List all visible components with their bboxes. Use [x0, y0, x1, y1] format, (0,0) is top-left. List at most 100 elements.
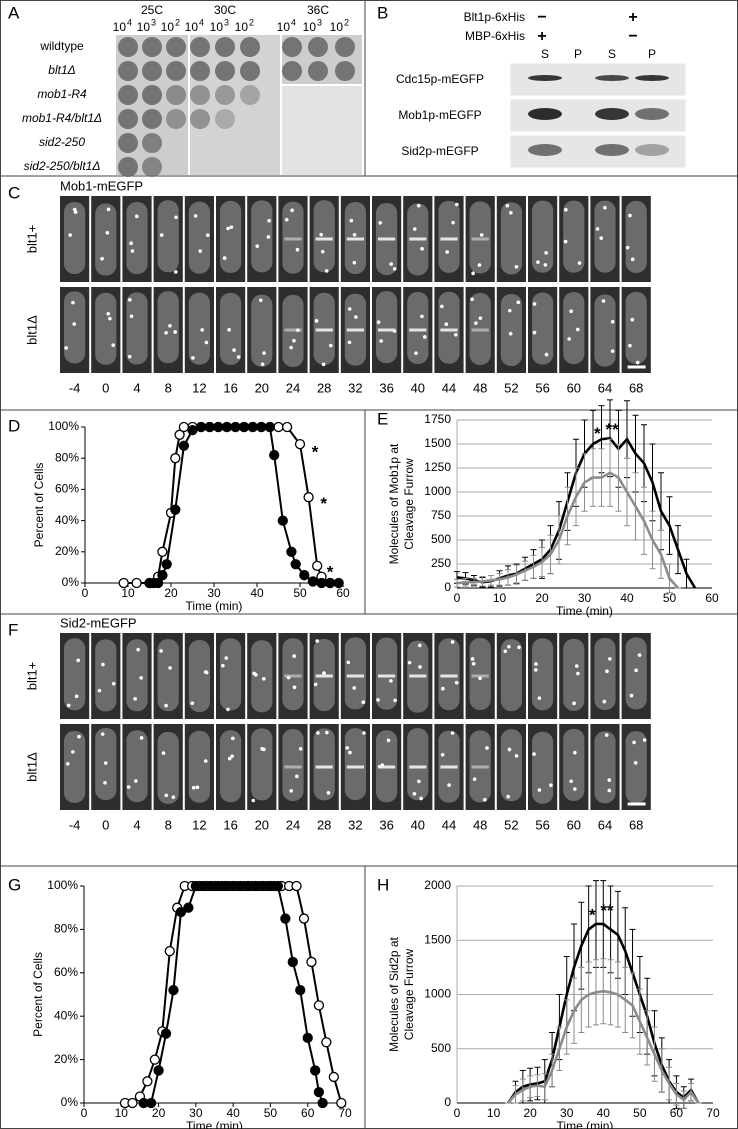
spot — [564, 207, 568, 212]
ring — [440, 328, 458, 332]
spot — [603, 205, 607, 210]
spot — [111, 681, 116, 686]
data-point — [168, 985, 179, 996]
y-tick-label: 20% — [54, 1052, 78, 1066]
blot-band — [595, 108, 629, 120]
x-tick-label: 60 — [336, 586, 350, 600]
cell — [64, 201, 86, 274]
time-label: 8 — [165, 380, 172, 395]
dilution-base: 10 — [210, 20, 224, 34]
spot — [416, 203, 421, 208]
blot-label: Sid2p-mEGFP — [401, 144, 478, 158]
spot — [610, 349, 615, 353]
colony-spot — [240, 61, 260, 81]
spot — [224, 656, 229, 660]
cell — [376, 291, 398, 364]
cell — [594, 638, 616, 711]
cell — [313, 728, 335, 801]
spot — [595, 227, 600, 231]
cell — [220, 200, 242, 273]
spot — [605, 669, 609, 674]
dilution-base: 10 — [277, 20, 291, 34]
ring — [409, 237, 427, 241]
spot — [266, 235, 271, 239]
x-tick-label: 70 — [338, 1106, 352, 1120]
cell — [438, 200, 460, 273]
spot — [517, 645, 521, 650]
ring — [284, 765, 302, 769]
cell — [157, 639, 179, 712]
cell — [126, 730, 148, 803]
colony-spot — [240, 37, 260, 57]
cell — [64, 638, 86, 711]
blot-band — [528, 75, 562, 81]
spot — [419, 796, 423, 801]
spot — [625, 245, 630, 250]
spot — [133, 779, 138, 783]
y-tick-label: 0% — [61, 1095, 79, 1109]
spot — [445, 250, 449, 254]
x-axis-title: Time (min) — [557, 1119, 614, 1129]
data-point — [230, 421, 241, 433]
x-tick-label: 0 — [82, 586, 89, 600]
data-point — [280, 913, 291, 924]
blot-band — [635, 144, 669, 156]
spot — [227, 328, 231, 332]
cell — [500, 639, 522, 712]
colony-spot — [190, 85, 210, 105]
colony-spot — [142, 133, 162, 153]
colony-spot — [282, 37, 302, 57]
plate — [190, 35, 280, 175]
x-tick-label: 0 — [454, 1106, 461, 1120]
y-axis-title: Percent of Cells — [31, 952, 45, 1037]
time-label: 48 — [473, 380, 487, 395]
data-point — [174, 429, 185, 440]
x-tick-label: 20 — [523, 1106, 537, 1120]
spot — [543, 263, 548, 267]
spot — [64, 346, 68, 350]
data-point — [336, 1097, 347, 1109]
data-point — [307, 576, 319, 587]
spot — [322, 671, 326, 675]
spot — [630, 317, 635, 322]
y-tick-label: 100% — [47, 878, 78, 892]
spot — [108, 316, 112, 321]
dilution-exp: 2 — [175, 17, 180, 27]
spot — [292, 338, 296, 343]
dilution-exp: 4 — [199, 17, 204, 27]
plate — [282, 86, 362, 175]
row-label: blt1Δ — [24, 315, 39, 345]
ring — [346, 237, 364, 241]
time-label: 28 — [317, 817, 331, 832]
time-label: 12 — [192, 380, 206, 395]
cell — [344, 637, 366, 710]
cell — [64, 291, 86, 364]
ring — [378, 674, 396, 678]
spot — [573, 787, 577, 791]
cell — [563, 200, 585, 273]
spot — [65, 761, 70, 766]
spot — [290, 208, 294, 213]
x-tick-label: 40 — [250, 586, 264, 600]
colony-spot — [166, 37, 186, 57]
spot — [261, 677, 266, 681]
x-tick-label: 50 — [264, 1106, 278, 1120]
spot — [632, 740, 636, 745]
ring — [284, 328, 302, 332]
spot — [66, 703, 71, 708]
data-point — [149, 1054, 160, 1065]
colony-spot — [118, 157, 138, 177]
spot — [325, 730, 329, 735]
condition-state: + — [537, 28, 546, 45]
y-tick-label: 20% — [55, 544, 79, 558]
spot — [295, 774, 299, 779]
cell — [376, 637, 398, 710]
spot — [164, 330, 168, 335]
panel-label: H — [377, 875, 389, 894]
spot — [450, 731, 455, 735]
spot — [610, 319, 615, 324]
data-point — [256, 421, 267, 433]
data-point — [281, 421, 293, 433]
data-point — [291, 880, 302, 892]
y-tick-label: 500 — [431, 532, 451, 546]
